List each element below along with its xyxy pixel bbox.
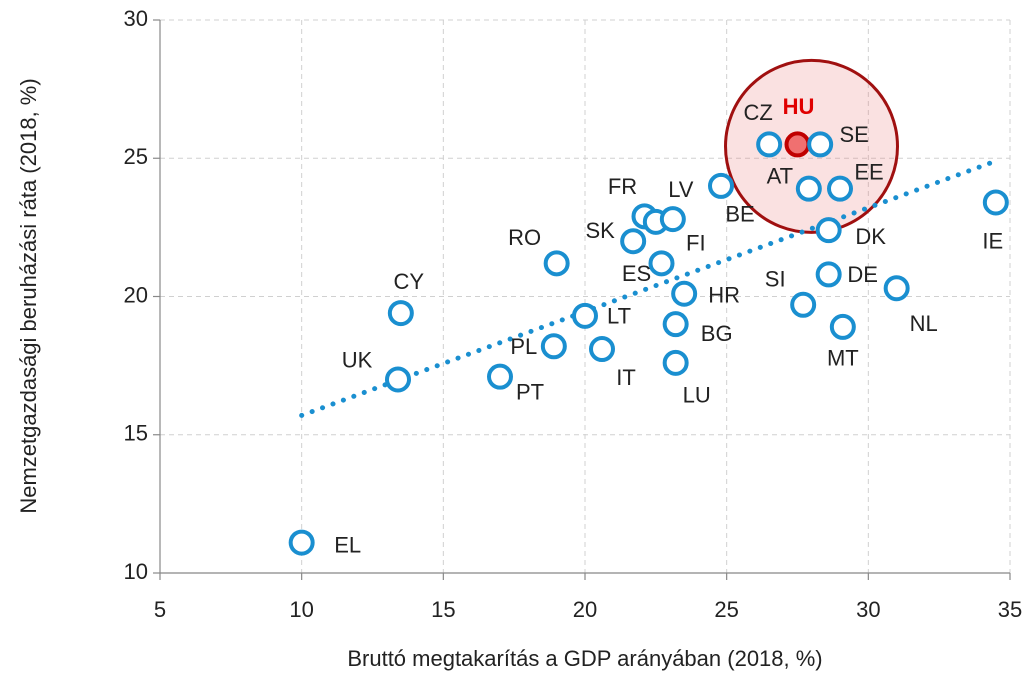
point (543, 250, 570, 277)
y-tick-label: 30 (124, 6, 148, 31)
point (387, 300, 414, 327)
point (288, 529, 315, 556)
point (807, 131, 834, 158)
x-tick-label: 35 (998, 597, 1022, 622)
point-label: CY (394, 269, 425, 294)
point-label: PT (516, 379, 544, 404)
point (540, 333, 567, 360)
point-label: HR (708, 283, 740, 308)
x-axis-title: Bruttó megtakarítás a GDP arányában (201… (347, 646, 822, 671)
point (648, 250, 675, 277)
x-tick-label: 5 (154, 597, 166, 622)
point-label: LU (683, 383, 711, 408)
point (815, 217, 842, 244)
point-label: BE (725, 202, 754, 227)
y-tick-label: 15 (124, 421, 148, 446)
point (795, 175, 822, 202)
x-tick-label: 20 (573, 597, 597, 622)
point-label: IE (982, 228, 1003, 253)
point-label: FR (608, 174, 637, 199)
point-label: IT (616, 365, 636, 390)
point-label: NL (910, 311, 938, 336)
point-label: SK (585, 218, 615, 243)
point (671, 280, 698, 307)
point (662, 311, 689, 338)
point (982, 189, 1009, 216)
point (708, 172, 734, 199)
point-label: SE (839, 122, 868, 147)
y-tick-label: 20 (124, 282, 148, 307)
point-label: RO (508, 225, 541, 250)
point-label: EL (334, 532, 361, 557)
point (659, 206, 686, 233)
point (883, 275, 910, 302)
point-label: ES (622, 261, 651, 286)
y-axis-title: Nemzetgazdasági beruházási ráta (2018, %… (16, 78, 41, 513)
point-label: LV (668, 177, 694, 202)
point-label: LT (607, 304, 631, 329)
point-label: PL (510, 334, 537, 359)
point (620, 228, 647, 255)
point-label: DK (855, 224, 886, 249)
point-label: FI (686, 231, 706, 256)
y-tick-label: 10 (124, 559, 148, 584)
x-tick-label: 30 (856, 597, 880, 622)
point (662, 349, 689, 376)
point-label: SI (765, 267, 786, 292)
point-label: BG (701, 321, 733, 346)
point-label: MT (827, 346, 859, 371)
point-label: EE (854, 159, 883, 184)
point-label: UK (342, 347, 373, 372)
x-tick-label: 25 (714, 597, 738, 622)
point (385, 366, 411, 393)
point (589, 336, 615, 363)
point (784, 131, 811, 158)
point (829, 313, 856, 340)
trend-line (299, 158, 999, 418)
point (572, 302, 598, 329)
x-tick-label: 15 (431, 597, 455, 622)
point (487, 363, 513, 390)
point (756, 131, 783, 158)
y-tick-label: 25 (124, 144, 148, 169)
point-label: DE (847, 262, 878, 287)
x-tick-label: 10 (289, 597, 313, 622)
point (815, 261, 842, 288)
point (827, 175, 853, 202)
point-label: AT (767, 163, 793, 188)
point-label: HU (783, 94, 815, 119)
point-label: CZ (744, 100, 773, 125)
point (790, 291, 817, 318)
